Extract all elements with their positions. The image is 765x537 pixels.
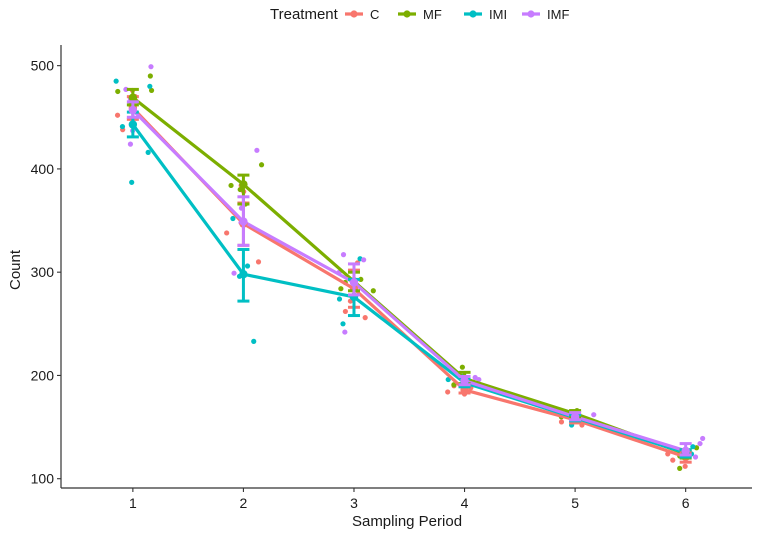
data-point-c — [114, 112, 121, 118]
data-point-imi — [129, 179, 135, 185]
data-point-imi — [113, 78, 119, 84]
legend: Treatment C MF IMI IMF — [270, 6, 569, 23]
legend-label-mf: MF — [423, 7, 442, 22]
series-line-c — [131, 106, 687, 459]
data-point-imf — [254, 147, 260, 153]
data-point-c — [224, 230, 230, 236]
data-point-c — [682, 463, 688, 469]
axes: 100 200 300 400 500 1 2 3 4 5 6 — [31, 45, 752, 511]
mean-point-imf — [128, 105, 138, 115]
data-point-mf — [677, 465, 683, 471]
mean-point-imf — [460, 376, 469, 385]
y-tick-label: 500 — [31, 58, 55, 74]
legend-key-dot-mf — [403, 10, 411, 18]
y-tick-label: 400 — [31, 161, 55, 177]
legend-label-imf: IMF — [547, 7, 569, 22]
x-tick-label: 1 — [129, 495, 137, 511]
x-tick-label: 2 — [240, 495, 248, 511]
series-line-mf — [131, 96, 687, 456]
x-axis-title: Sampling Period — [352, 513, 462, 530]
mean-point-imf — [349, 278, 359, 287]
data-point-mf — [338, 286, 344, 292]
data-point-imi — [119, 123, 126, 130]
legend-label-c: C — [370, 7, 379, 22]
data-point-mf — [115, 88, 121, 95]
data-point-mf — [459, 364, 465, 370]
data-point-mf — [148, 87, 155, 94]
data-point-imf — [148, 64, 154, 70]
data-point-mf — [228, 182, 234, 189]
data-point-imi — [145, 149, 151, 155]
y-tick-label: 100 — [31, 471, 55, 487]
legend-key-dot-imf — [527, 10, 535, 18]
series-line-imi — [131, 123, 687, 455]
data-point-imi — [230, 215, 236, 222]
data-point-mf — [147, 73, 153, 79]
data-point-mf — [370, 288, 376, 294]
data-point-imi — [147, 83, 153, 89]
legend-title: Treatment — [270, 6, 339, 23]
data-point-imf — [340, 252, 347, 258]
data-point-imf — [692, 454, 699, 460]
x-tick-label: 4 — [461, 495, 469, 511]
data-point-mf — [237, 186, 243, 193]
data-point-imi — [251, 338, 257, 344]
data-point-c — [558, 419, 565, 425]
y-tick-label: 300 — [31, 264, 55, 280]
mean-point-imf — [239, 217, 248, 226]
data-point-imi — [340, 321, 346, 327]
series-line-imf — [131, 108, 687, 453]
data-point-imi — [690, 444, 696, 450]
data-point-imf — [342, 329, 348, 335]
y-tick-label: 200 — [31, 367, 55, 383]
data-point-c — [445, 389, 451, 395]
data-point-c — [362, 315, 368, 321]
data-point-c — [342, 308, 349, 315]
data-point-imf — [591, 412, 597, 418]
data-point-imf — [127, 141, 134, 147]
mean-point-imi — [239, 270, 248, 279]
mean-point-imf — [681, 446, 690, 456]
y-axis-title: Count — [7, 249, 24, 290]
data-point-mf — [258, 162, 265, 168]
mean-point-mf — [239, 180, 248, 189]
data-point-c — [670, 457, 676, 463]
data-point-imf — [476, 376, 482, 383]
data-point-c — [255, 259, 262, 265]
data-point-imf — [697, 440, 703, 447]
mean-point-imf — [570, 412, 580, 421]
data-point-imi — [336, 296, 343, 302]
data-point-imf — [361, 257, 367, 263]
x-tick-label: 3 — [350, 495, 358, 511]
plot-area — [113, 64, 706, 471]
x-tick-label: 5 — [571, 495, 579, 511]
legend-label-imi: IMI — [489, 7, 507, 22]
legend-key-dot-imi — [469, 10, 477, 18]
data-point-imf — [700, 435, 706, 442]
x-tick-label: 6 — [682, 495, 690, 511]
mean-point-imi — [128, 120, 138, 129]
data-point-imf — [231, 270, 237, 276]
mean-point-mf — [128, 93, 138, 102]
legend-key-dot-c — [350, 10, 358, 18]
data-point-imi — [244, 263, 251, 269]
